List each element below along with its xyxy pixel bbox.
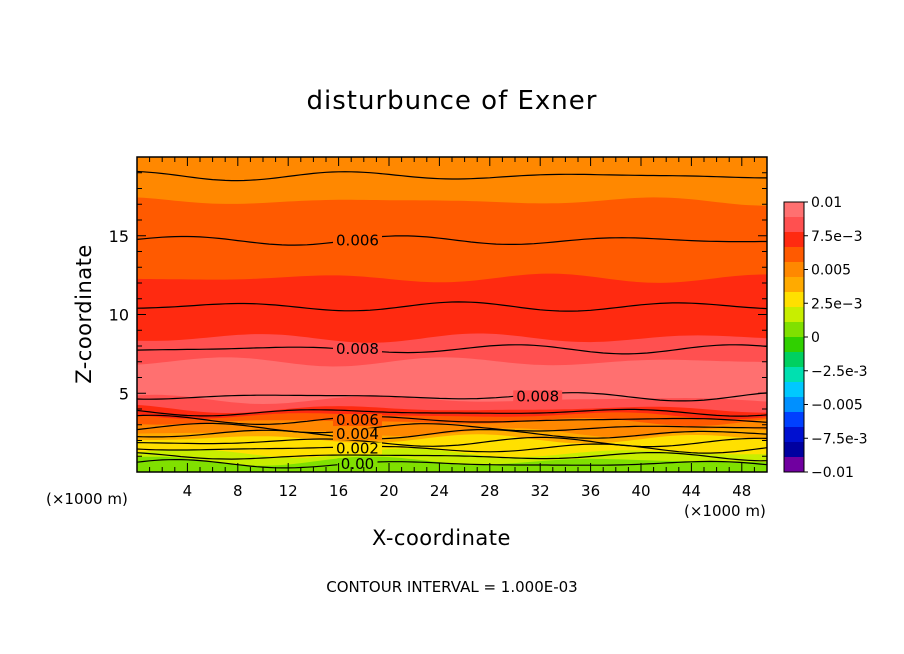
- field-band: [137, 464, 767, 472]
- colorbar-tick-label: −7.5e-3: [811, 431, 868, 447]
- colorbar-swatch: [784, 337, 804, 353]
- contour-label-bg: [333, 414, 382, 427]
- x-unit-left: (×1000 m): [46, 490, 128, 508]
- contour-line: [137, 422, 767, 434]
- colorbar-swatch: [784, 262, 804, 278]
- x-tick-label: 8: [233, 482, 243, 500]
- colorbar-swatch: [784, 277, 804, 293]
- contour-line: [137, 392, 767, 402]
- contour-label-bg: [333, 442, 382, 455]
- x-tick-label: 20: [379, 482, 398, 500]
- colorbar-swatch: [784, 457, 804, 473]
- contour-interval-note: CONTOUR INTERVAL = 1.000E-03: [326, 578, 578, 596]
- contour-label: 0.006: [336, 411, 379, 429]
- y-tick-label: 5: [119, 384, 129, 403]
- contour-line: [137, 235, 767, 246]
- contour-label-bg: [333, 428, 382, 441]
- contour-line: [137, 408, 767, 417]
- contour-line: [137, 443, 767, 454]
- colorbar-tick-label: 0.01: [811, 195, 842, 211]
- colorbar-swatch: [784, 322, 804, 338]
- colorbar-tick-label: 0: [811, 330, 820, 346]
- colorbar-tick-label: −0.005: [811, 398, 863, 414]
- contour-line: [137, 414, 767, 425]
- field-bands: [137, 157, 767, 472]
- contour-label: 0.008: [336, 340, 379, 358]
- contour-label-bg: [513, 390, 563, 403]
- contour-label-bg: [333, 234, 382, 247]
- x-tick-label: 40: [631, 482, 650, 500]
- contour-label-bg: [333, 343, 382, 356]
- colorbar-swatch: [784, 247, 804, 263]
- contour-line: [137, 459, 767, 469]
- x-tick-label: 28: [480, 482, 499, 500]
- colorbar-swatch: [784, 427, 804, 443]
- y-tick-label: 15: [109, 227, 129, 246]
- y-tick-label: 10: [109, 306, 129, 325]
- x-tick-label: 36: [581, 482, 600, 500]
- colorbar-swatch: [784, 307, 804, 323]
- contour-label: 0.00: [341, 455, 374, 473]
- colorbar-tick-label: −0.01: [811, 465, 854, 481]
- x-tick-label: 12: [279, 482, 298, 500]
- x-tick-label: 48: [732, 482, 751, 500]
- contour-label: 0.002: [336, 439, 379, 457]
- colorbar-swatch: [784, 382, 804, 398]
- colorbar-tick-label: 7.5e−3: [811, 229, 863, 245]
- contour-label: 0.004: [336, 425, 379, 443]
- colorbar-swatch: [784, 202, 804, 218]
- colorbar-swatch: [784, 232, 804, 248]
- x-tick-label: 4: [183, 482, 193, 500]
- contour-line: [137, 436, 767, 448]
- contour-line: [137, 452, 767, 462]
- colorbar-swatch: [784, 442, 804, 458]
- contour-line: [137, 429, 767, 440]
- colorbar-swatch: [784, 412, 804, 428]
- colorbar-swatch: [784, 292, 804, 308]
- x-tick-label: 16: [329, 482, 348, 500]
- contour-label: 0.008: [516, 387, 559, 405]
- contour-label: 0.006: [336, 231, 379, 249]
- colorbar-tick-label: 2.5e−3: [811, 296, 863, 312]
- colorbar-swatch: [784, 367, 804, 383]
- colorbar-swatch: [784, 397, 804, 413]
- x-tick-label: 44: [682, 482, 701, 500]
- colorbar-tick-label: 0.005: [811, 263, 851, 279]
- x-unit-right: (×1000 m): [684, 502, 766, 520]
- colorbar-swatch: [784, 217, 804, 233]
- contour-label-bg: [337, 458, 378, 471]
- contour-line: [137, 301, 767, 312]
- contour-line: [137, 344, 767, 355]
- colorbar-tick-label: −2.5e-3: [811, 364, 868, 380]
- contour-line: [137, 170, 767, 182]
- colorbar-swatch: [784, 352, 804, 368]
- x-tick-label: 32: [531, 482, 550, 500]
- x-axis-label: X-coordinate: [372, 526, 511, 550]
- x-tick-label: 24: [430, 482, 449, 500]
- chart-title: disturbunce of Exner: [306, 86, 598, 116]
